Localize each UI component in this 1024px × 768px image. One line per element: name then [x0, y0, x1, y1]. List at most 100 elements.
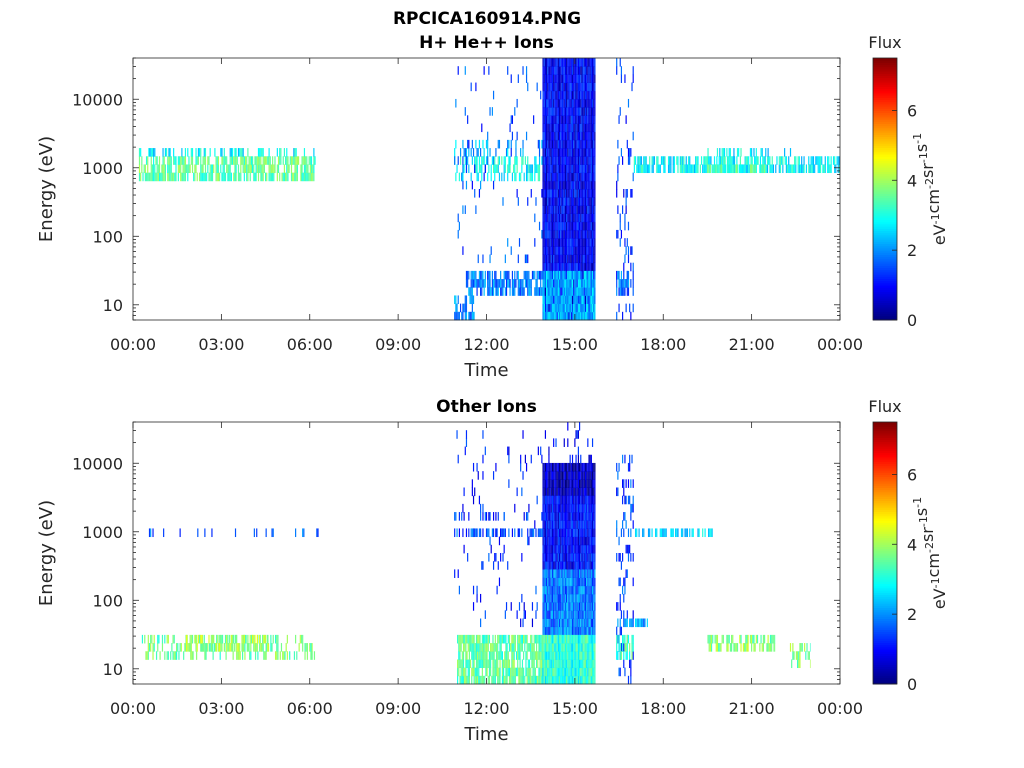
flux-cell	[577, 246, 579, 255]
flux-cell	[553, 58, 555, 67]
flux-cell	[472, 462, 475, 472]
flux-cell	[277, 156, 280, 165]
flux-cell	[461, 675, 463, 685]
flux-cell	[173, 172, 175, 182]
flux-cell	[560, 462, 562, 472]
flux-cell	[217, 164, 220, 174]
flux-cell	[550, 618, 552, 628]
flux-cell	[216, 172, 218, 182]
flux-cell	[683, 156, 685, 165]
flux-cell	[542, 139, 544, 149]
flux-cell	[561, 172, 563, 182]
colorbar-step	[873, 271, 897, 275]
flux-cell	[587, 123, 589, 133]
flux-cell	[563, 180, 565, 190]
flux-cell	[534, 164, 536, 174]
flux-cell	[616, 58, 618, 67]
flux-cell	[827, 156, 829, 165]
flux-cell	[158, 634, 160, 644]
flux-cell	[554, 602, 556, 611]
flux-cell	[576, 593, 578, 603]
flux-cell	[563, 107, 565, 116]
flux-cell	[574, 180, 576, 190]
flux-cell	[458, 585, 460, 595]
flux-cell	[566, 462, 568, 472]
flux-cell	[467, 115, 469, 124]
flux-cell	[709, 156, 711, 165]
flux-cell	[767, 148, 769, 157]
flux-cell	[520, 287, 522, 296]
flux-cell	[575, 238, 577, 247]
flux-cell	[498, 675, 500, 685]
flux-cell	[261, 148, 263, 157]
flux-cell	[617, 270, 619, 280]
flux-cell	[546, 512, 548, 521]
flux-cell	[455, 98, 457, 108]
flux-cell	[474, 270, 476, 280]
colorbar-tick-label: 2	[907, 241, 917, 260]
flux-cell	[555, 311, 557, 321]
flux-cell	[764, 164, 766, 174]
flux-cell	[775, 164, 777, 174]
flux-cell	[549, 503, 551, 513]
flux-cell	[229, 156, 231, 165]
flux-cell	[554, 675, 556, 685]
flux-cell	[224, 643, 226, 652]
flux-cell	[516, 189, 518, 198]
flux-cell	[543, 66, 545, 75]
flux-cell	[568, 238, 570, 247]
flux-cell	[500, 643, 502, 652]
flux-cell	[551, 495, 554, 505]
flux-cell	[490, 246, 492, 255]
flux-cell	[543, 197, 545, 206]
flux-cell	[256, 528, 258, 538]
flux-cell	[576, 561, 578, 570]
flux-cell	[571, 618, 574, 628]
flux-cell	[558, 626, 561, 636]
flux-cell	[590, 295, 592, 305]
flux-cell	[580, 610, 582, 619]
flux-cell	[573, 107, 575, 116]
flux-cell	[579, 74, 581, 83]
flux-cell	[207, 164, 209, 174]
flux-cell	[555, 295, 557, 305]
flux-cell	[460, 675, 462, 685]
flux-cell	[557, 495, 559, 505]
flux-cell	[481, 123, 483, 133]
flux-cell	[582, 487, 584, 497]
flux-cell	[670, 156, 672, 165]
flux-cell	[575, 107, 577, 116]
flux-cell	[736, 148, 739, 157]
flux-cell	[544, 148, 547, 157]
flux-cell	[290, 156, 293, 165]
flux-cell	[500, 287, 502, 296]
flux-cell	[232, 651, 234, 660]
flux-cell	[695, 156, 697, 165]
flux-cell	[571, 164, 574, 174]
flux-cell	[557, 229, 559, 239]
flux-cell	[144, 164, 146, 174]
flux-cell	[503, 667, 505, 677]
flux-cell	[555, 610, 557, 619]
flux-cell	[584, 98, 587, 108]
flux-cell	[566, 553, 568, 562]
flux-cell	[542, 262, 544, 272]
flux-cell	[276, 634, 278, 644]
flux-cell	[562, 221, 564, 231]
flux-cell	[593, 172, 595, 182]
flux-cell	[567, 495, 569, 505]
flux-cell	[171, 643, 173, 652]
flux-cell	[588, 270, 590, 280]
flux-cell	[496, 287, 498, 296]
flux-cell	[566, 675, 568, 685]
flux-cell	[590, 311, 592, 321]
flux-cell	[594, 74, 596, 83]
flux-cell	[513, 643, 515, 652]
flux-cell	[473, 667, 475, 677]
flux-cell	[221, 148, 223, 157]
flux-cell	[544, 659, 547, 669]
flux-cell	[543, 553, 545, 562]
flux-cell	[543, 254, 545, 264]
colorbar-step	[873, 313, 897, 317]
flux-cell	[491, 156, 493, 165]
